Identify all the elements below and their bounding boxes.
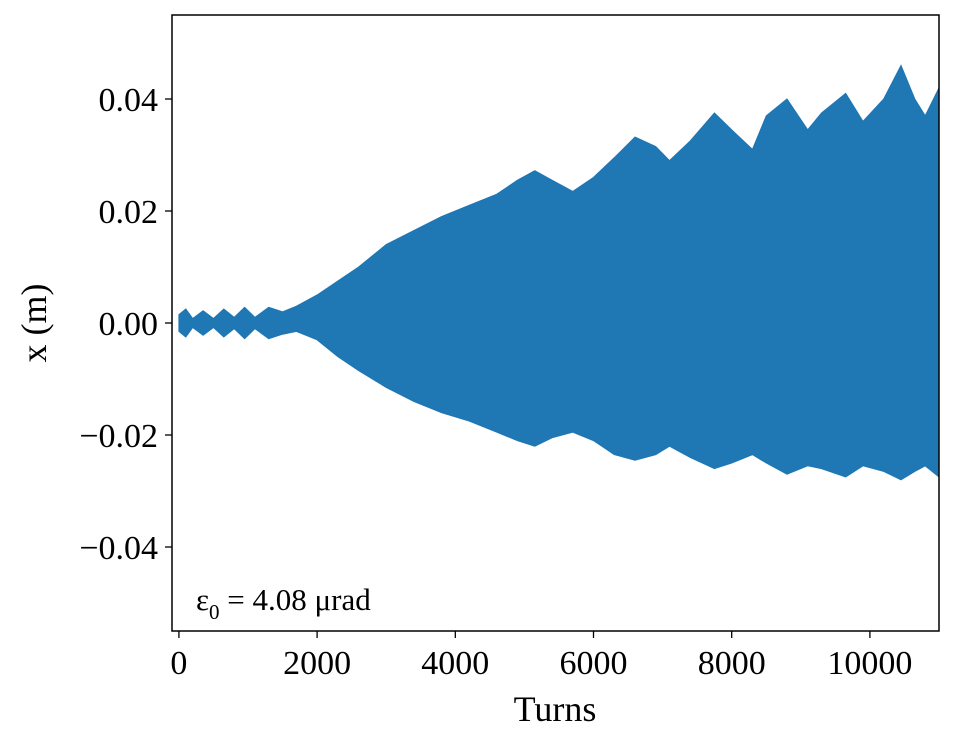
- x-tick-label: 0: [170, 645, 187, 682]
- x-tick-label: 4000: [421, 645, 489, 682]
- x-axis-label: Turns: [514, 689, 597, 729]
- annotation-symbol: ε: [196, 582, 209, 617]
- annotation-subscript: 0: [209, 600, 220, 624]
- y-tick-label: 0.02: [99, 194, 159, 231]
- annotation-value: = 4.08 μrad: [220, 582, 372, 617]
- y-axis-label: x (m): [14, 284, 54, 363]
- x-tick-label: 10000: [827, 645, 912, 682]
- series-envelope-0: [178, 64, 939, 481]
- y-tick-label: −0.04: [79, 530, 158, 567]
- y-tick-label: 0.00: [99, 306, 159, 343]
- x-tick-label: 6000: [560, 645, 628, 682]
- y-tick-label: 0.04: [99, 82, 159, 119]
- x-tick-label: 8000: [698, 645, 766, 682]
- y-tick-label: −0.02: [79, 418, 158, 455]
- x-tick-label: 2000: [283, 645, 351, 682]
- emittance-annotation: ε0 = 4.08 μrad: [196, 582, 371, 624]
